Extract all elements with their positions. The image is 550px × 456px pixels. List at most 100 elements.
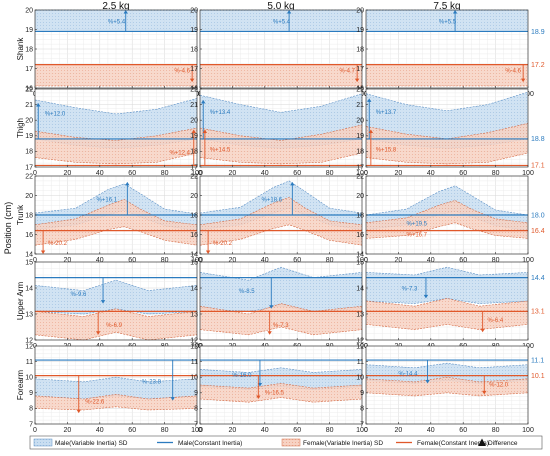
male-sd-band-edge [199,180,363,214]
y-tick-label: 20 [190,7,198,14]
difference-label: %-4.6 [174,68,190,74]
male-constant-value: 18.0 [531,212,545,219]
panel: %-9.6%-6.912131415020406080100 [25,259,203,350]
arrow-head [452,10,458,14]
arrow-head [257,383,263,387]
y-tick-label: 20 [25,118,33,125]
x-tick-label: 80 [492,257,500,264]
x-tick-label: 80 [326,427,334,434]
legend-swatch [281,438,301,447]
y-tick-label: 8 [29,406,33,413]
x-tick-label: 40 [427,170,435,177]
female-sd-band-edge [365,298,529,307]
difference-label: %-16.5 [265,390,285,396]
row-label: Upper Arm [16,282,25,321]
panel-frame [365,345,529,425]
y-tick-label: 8 [360,406,364,413]
legend-item: Difference [478,438,518,447]
x-tick-label: 100 [356,170,368,177]
y-tick-label: 22 [190,173,198,180]
arrow-head [267,331,272,335]
x-tick-label: 40 [96,257,104,264]
y-tick-label: 20 [356,7,364,14]
x-tick-label: 40 [427,427,435,434]
difference-label: %-6.9 [106,323,122,329]
difference-label: %+5.5 [439,20,457,26]
y-tick-label: 18 [190,212,198,219]
x-tick-label: 0 [33,170,37,177]
y-tick-label: 7 [360,421,364,428]
y-tick-label: 22 [190,86,198,93]
female-sd-band-edge [199,326,363,336]
male-sd-band [366,267,528,304]
y-tick-label: 11 [357,359,364,366]
y-tick-label: 15 [190,259,198,266]
female-sd-band-edge [365,123,529,140]
y-tick-label: 13 [190,311,198,318]
y-tick-label: 20 [25,193,33,200]
female-sd-band-edge [199,383,363,389]
arrow-head [125,181,130,186]
x-tick-label: 20 [229,257,237,264]
female-sd-band [200,64,362,86]
y-tick-label: 18 [25,149,33,156]
y-tick-label: 12 [356,337,364,344]
x-tick-label: 20 [229,170,237,177]
male-sd-band-edge [199,367,363,373]
difference-label: %+13.4 [210,110,231,116]
female-sd-band [35,308,197,340]
arrow-head [368,129,374,134]
difference-label: %+16.7 [407,232,428,238]
y-tick-label: 17 [190,66,198,73]
y-tick-label: 18 [356,212,364,219]
difference-label: %-12.0 [489,383,509,389]
y-tick-label: 20 [190,193,198,200]
arrow-head [123,10,128,14]
y-tick-label: 14 [190,285,198,292]
x-tick-label: 20 [395,257,403,264]
y-tick-label: 9 [194,390,198,397]
row-label: Trunk [16,204,25,225]
male-constant-value: 14.4 [531,275,545,282]
female-sd-band-edge [365,222,529,239]
y-tick-label: 15 [356,259,364,266]
x-tick-label: 100 [191,170,203,177]
female-sd-band [35,394,197,410]
x-tick-label: 0 [198,257,202,264]
x-tick-label: 100 [191,257,203,264]
female-sd-band-edge [34,199,198,226]
x-tick-label: 20 [64,257,72,264]
difference-label: %+14.5 [210,147,231,153]
panel-frame [34,88,198,168]
x-tick-label: 40 [427,257,435,264]
panel: %+5.4%-4.61617181920020406080100 [25,7,203,98]
y-tick-label: 17 [25,164,33,171]
y-tick-label: 14 [25,251,33,258]
y-tick-label: 14 [356,251,364,258]
y-tick-label: 17 [356,164,364,171]
arrow-head [256,395,261,400]
x-tick-label: 100 [522,170,534,177]
panel: %-14.4 %-12.0 7 8 9 10 11 12 0 20 40 60 80 100 11.1 10.… [356,343,545,434]
x-tick-label: 0 [198,427,202,434]
y-tick-label: 19 [25,27,33,34]
x-tick-label: 60 [128,427,136,434]
arrow-head [95,331,101,335]
row-label: Forearm [16,370,25,401]
arrow-head [36,103,41,107]
x-tick-label: 100 [522,257,534,264]
y-tick-label: 10 [25,375,33,382]
y-tick-label: 16 [190,232,198,239]
x-tick-label: 0 [364,257,368,264]
difference-label: %-8.5 [239,289,255,295]
x-tick-label: 40 [96,427,104,434]
y-axis-label: Position (cm) [3,202,13,255]
y-tick-label: 12 [190,343,198,350]
panel-frame [34,261,198,341]
column-title: 7.5 kg [433,1,460,12]
x-tick-label: 40 [96,170,104,177]
